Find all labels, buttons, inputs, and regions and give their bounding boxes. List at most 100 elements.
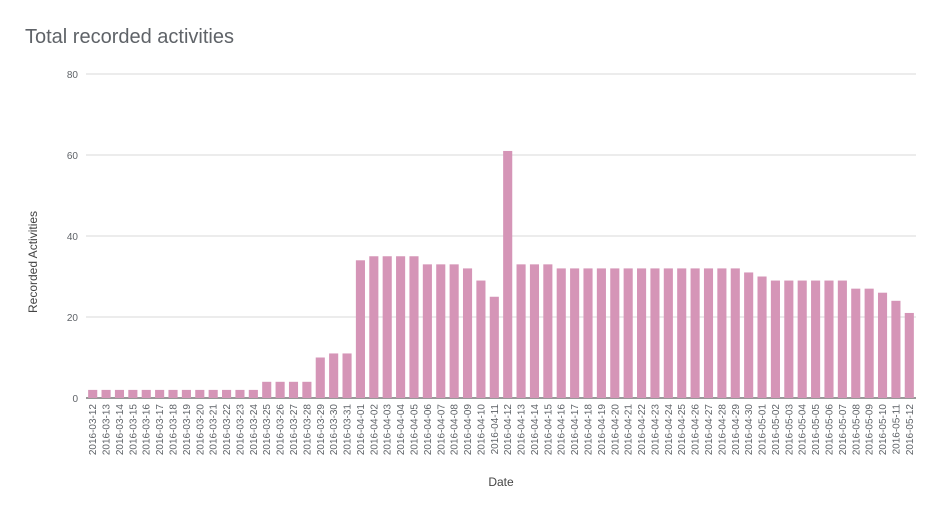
x-tick-label: 2016-04-05 [409,404,420,456]
bar [288,381,299,398]
bar [302,381,312,398]
bar [543,264,553,398]
bar [663,268,673,398]
bar [396,256,406,398]
y-tick-labels: 0 20 40 60 80 [67,70,79,405]
x-tick-label: 2016-03-16 [142,404,153,456]
x-tick-label: 2016-04-17 [570,404,581,456]
bar [730,268,740,398]
bar [168,389,178,398]
bar [717,268,727,398]
bar [101,389,111,398]
bar [449,264,459,398]
bar [422,264,432,398]
bar [128,389,138,398]
bar [610,268,620,398]
x-tick-label: 2016-03-20 [195,404,206,456]
bar [315,357,325,398]
bar [436,264,446,398]
x-tick-label: 2016-04-19 [597,404,608,456]
bar [503,150,513,398]
bar [851,288,861,398]
bar [703,268,714,398]
x-tick-label: 2016-05-11 [891,404,902,455]
x-tick-label: 2016-04-01 [356,404,367,456]
x-tick-label: 2016-04-28 [717,404,728,456]
x-tick-label: 2016-04-21 [624,404,635,456]
x-tick-label: 2016-04-10 [476,404,487,456]
x-tick-label: 2016-04-23 [650,404,661,456]
x-tick-label: 2016-04-11 [490,404,501,455]
x-tick-label: 2016-03-22 [222,404,233,456]
x-tick-label: 2016-04-22 [637,404,648,456]
x-tick-label: 2016-05-10 [878,404,889,456]
bar [208,389,218,398]
x-tick-label: 2016-05-02 [771,404,782,456]
bar [677,268,687,398]
bar [275,381,285,398]
bar [489,296,499,398]
bar [637,268,647,398]
x-tick-label: 2016-03-12 [88,404,99,456]
bar [409,256,419,398]
bar [262,381,272,398]
y-tick-label: 20 [67,313,79,324]
x-tick-label: 2016-03-21 [209,404,220,456]
bar [88,389,98,398]
bar [329,353,339,398]
bar [222,389,232,398]
bar [784,280,794,398]
bar [797,280,807,398]
bar [369,256,379,398]
bar [248,389,258,398]
bar [516,264,526,398]
x-axis-title: Date [488,475,514,489]
x-tick-label: 2016-04-02 [369,404,380,456]
x-tick-label: 2016-04-15 [543,404,554,456]
bar [811,280,821,398]
x-tick-label: 2016-04-25 [677,404,688,456]
x-tick-label: 2016-05-01 [758,404,769,456]
x-tick-label: 2016-03-29 [316,404,327,456]
x-tick-label: 2016-05-03 [784,404,795,456]
x-tick-label: 2016-05-09 [865,404,876,456]
y-axis-title: Recorded Activities [26,211,40,313]
x-tick-label: 2016-03-19 [182,404,193,456]
x-tick-label: 2016-04-18 [584,404,595,456]
x-tick-label: 2016-03-23 [235,404,246,456]
bar [650,268,660,398]
bar [181,389,191,398]
x-tick-label: 2016-04-13 [517,404,528,456]
bar [837,280,847,398]
bar [596,268,606,398]
x-tick-label: 2016-04-24 [664,404,675,456]
bar [744,272,754,398]
x-tick-label: 2016-04-26 [691,404,702,456]
bar [529,264,540,398]
bars [88,150,914,398]
bar [235,389,245,398]
x-tick-label: 2016-04-12 [503,404,514,456]
x-tick-labels: 2016-03-12 2016-03-13 2016-03-14 2016-03-15… [88,404,916,456]
x-tick-label: 2016-04-16 [557,404,568,456]
x-tick-label: 2016-04-20 [610,404,621,456]
x-tick-label: 2016-03-18 [169,404,180,456]
bar [195,389,205,398]
x-tick-label: 2016-04-03 [383,404,394,456]
bar [382,256,392,398]
bar [824,280,834,398]
x-tick-label: 2016-04-08 [450,404,461,456]
x-tick-label: 2016-04-29 [731,404,742,456]
x-tick-label: 2016-03-28 [302,404,313,456]
x-tick-label: 2016-03-27 [289,404,300,456]
y-tick-label: 60 [67,151,79,162]
y-tick-label: 0 [72,394,78,405]
x-tick-label: 2016-04-06 [423,404,434,456]
y-tick-label: 40 [67,232,79,243]
x-tick-label: 2016-03-30 [329,404,340,456]
bar [623,268,633,398]
bar [476,280,486,398]
chart-title: Total recorded activities [25,26,234,48]
bar [155,389,165,398]
